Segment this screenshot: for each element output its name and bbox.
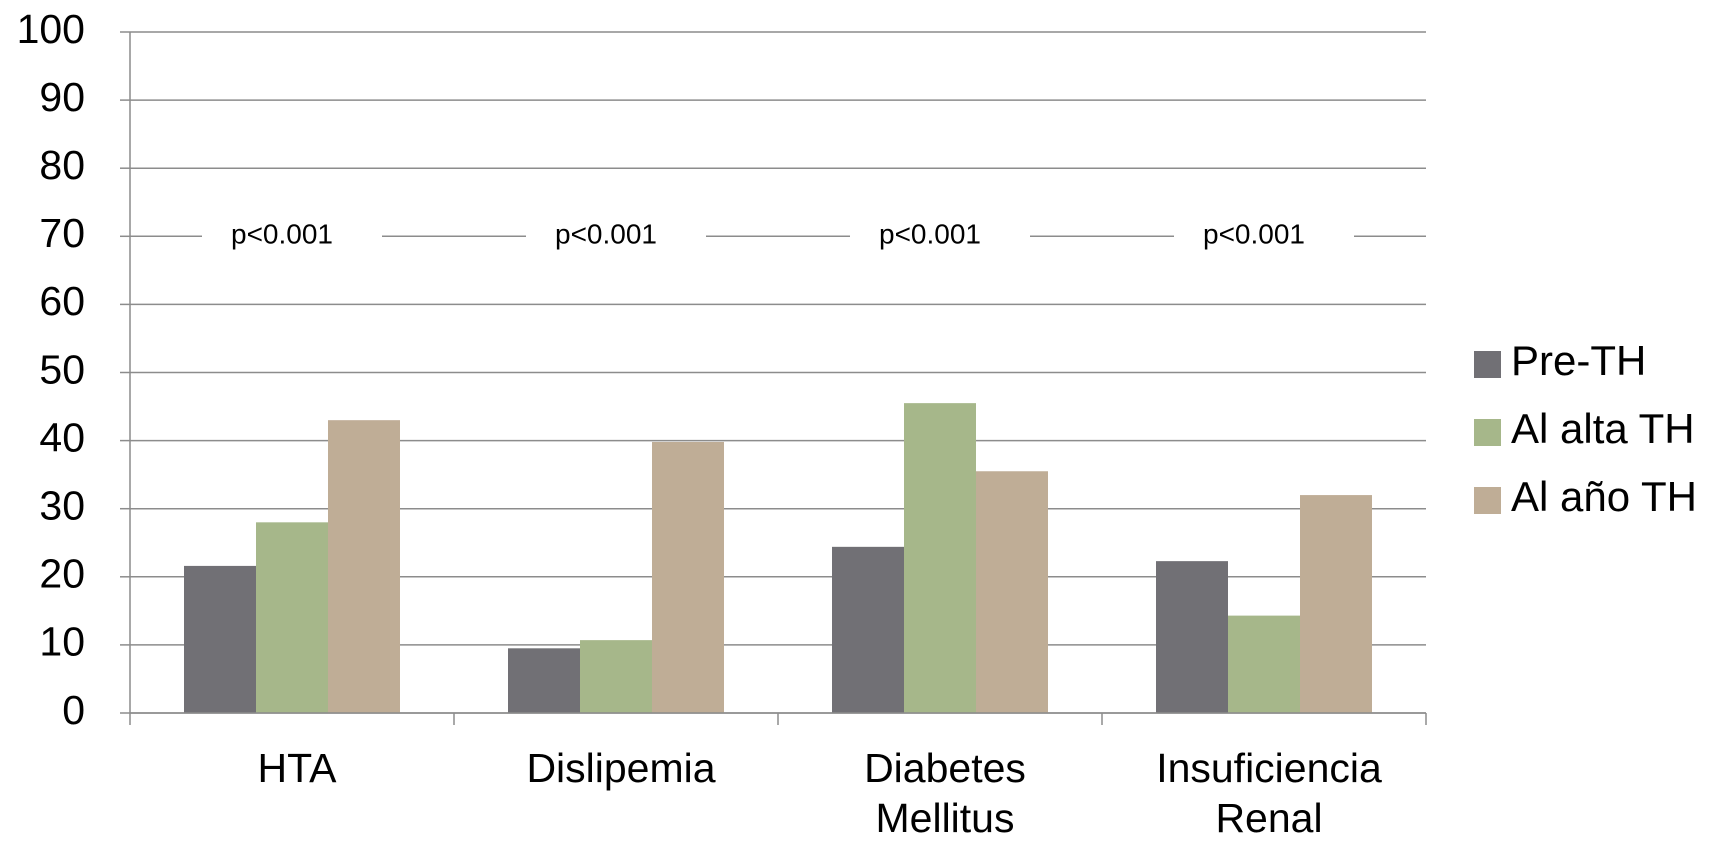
bar [256, 522, 328, 713]
annotation: p<0.001 [555, 219, 657, 250]
bar [1228, 615, 1300, 713]
y-tick-label: 100 [17, 6, 85, 52]
bar [652, 441, 724, 713]
bar [508, 648, 580, 713]
annotation: p<0.001 [231, 219, 333, 250]
y-tick-label: 30 [39, 483, 85, 529]
legend-label: Pre-TH [1511, 337, 1646, 384]
y-tick-label: 40 [39, 414, 85, 460]
y-tick-label: 0 [62, 687, 85, 733]
x-tick-label: Diabetes Mellitus [864, 745, 1026, 841]
bar [832, 546, 904, 713]
bar [328, 420, 400, 713]
legend-label: Al alta TH [1511, 405, 1695, 452]
y-tick-label: 80 [39, 142, 85, 188]
y-tick-label: 90 [39, 74, 85, 120]
annotation-bg [1174, 216, 1354, 257]
y-tick-label: 70 [39, 210, 85, 256]
y-tick-label: 50 [39, 346, 85, 392]
x-tick-label: HTA [257, 745, 337, 791]
bar [904, 403, 976, 713]
annotation-bg [850, 216, 1030, 257]
y-tick-label: 60 [39, 278, 85, 324]
y-tick-label: 20 [39, 551, 85, 597]
legend-label: Al año TH [1511, 473, 1697, 520]
bar [580, 640, 652, 713]
bar [184, 565, 256, 713]
annotation: p<0.001 [879, 219, 981, 250]
bar [1156, 561, 1228, 713]
annotation-bg [202, 216, 382, 257]
legend-swatch [1474, 351, 1501, 378]
x-tick-label: Dislipemia [526, 745, 716, 791]
y-tick-label: 10 [39, 619, 85, 665]
bar [976, 471, 1048, 713]
annotation: p<0.001 [1203, 219, 1305, 250]
legend-swatch [1474, 487, 1501, 514]
legend-swatch [1474, 419, 1501, 446]
annotation-bg [526, 216, 706, 257]
x-tick-label: Insuficiencia Renal [1156, 745, 1382, 841]
bar [1300, 495, 1372, 713]
